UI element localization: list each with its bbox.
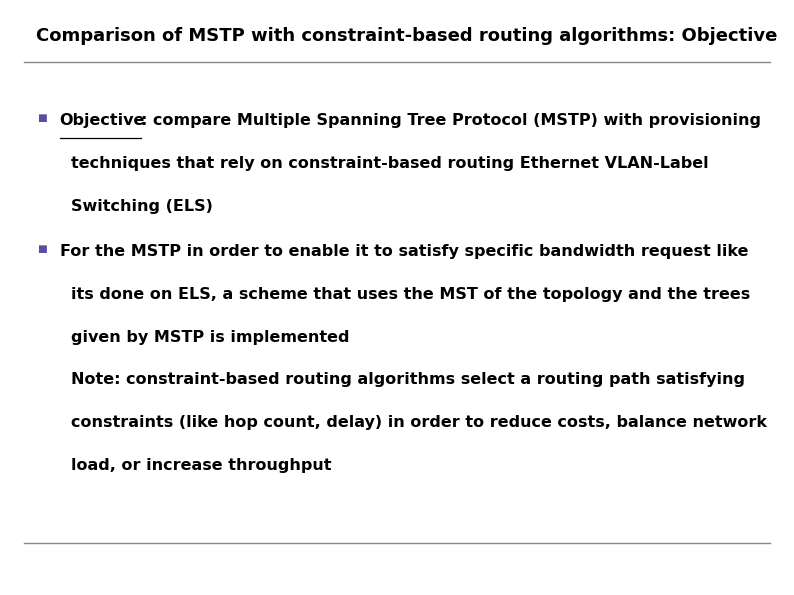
Text: ■: ■ [37, 113, 47, 123]
Text: Note: constraint-based routing algorithms select a routing path satisfying: Note: constraint-based routing algorithm… [71, 372, 746, 387]
Text: constraints (like hop count, delay) in order to reduce costs, balance network: constraints (like hop count, delay) in o… [71, 415, 768, 430]
Text: load, or increase throughput: load, or increase throughput [71, 458, 332, 472]
Text: : compare Multiple Spanning Tree Protocol (MSTP) with provisioning: : compare Multiple Spanning Tree Protoco… [141, 113, 761, 128]
Text: its done on ELS, a scheme that uses the MST of the topology and the trees: its done on ELS, a scheme that uses the … [71, 287, 750, 302]
Text: techniques that rely on constraint-based routing Ethernet VLAN-Label: techniques that rely on constraint-based… [71, 156, 709, 171]
Text: Objective: Objective [60, 113, 145, 128]
Text: Comparison of MSTP with constraint-based routing algorithms: Objective: Comparison of MSTP with constraint-based… [36, 27, 777, 45]
Text: ■: ■ [37, 244, 47, 254]
Text: given by MSTP is implemented: given by MSTP is implemented [71, 330, 350, 345]
Text: Switching (ELS): Switching (ELS) [71, 199, 214, 214]
Text: For the MSTP in order to enable it to satisfy specific bandwidth request like: For the MSTP in order to enable it to sa… [60, 244, 748, 259]
